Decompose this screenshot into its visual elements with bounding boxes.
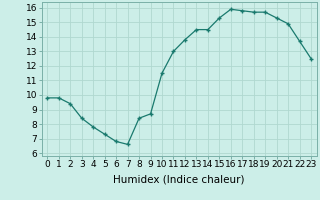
- X-axis label: Humidex (Indice chaleur): Humidex (Indice chaleur): [114, 175, 245, 185]
